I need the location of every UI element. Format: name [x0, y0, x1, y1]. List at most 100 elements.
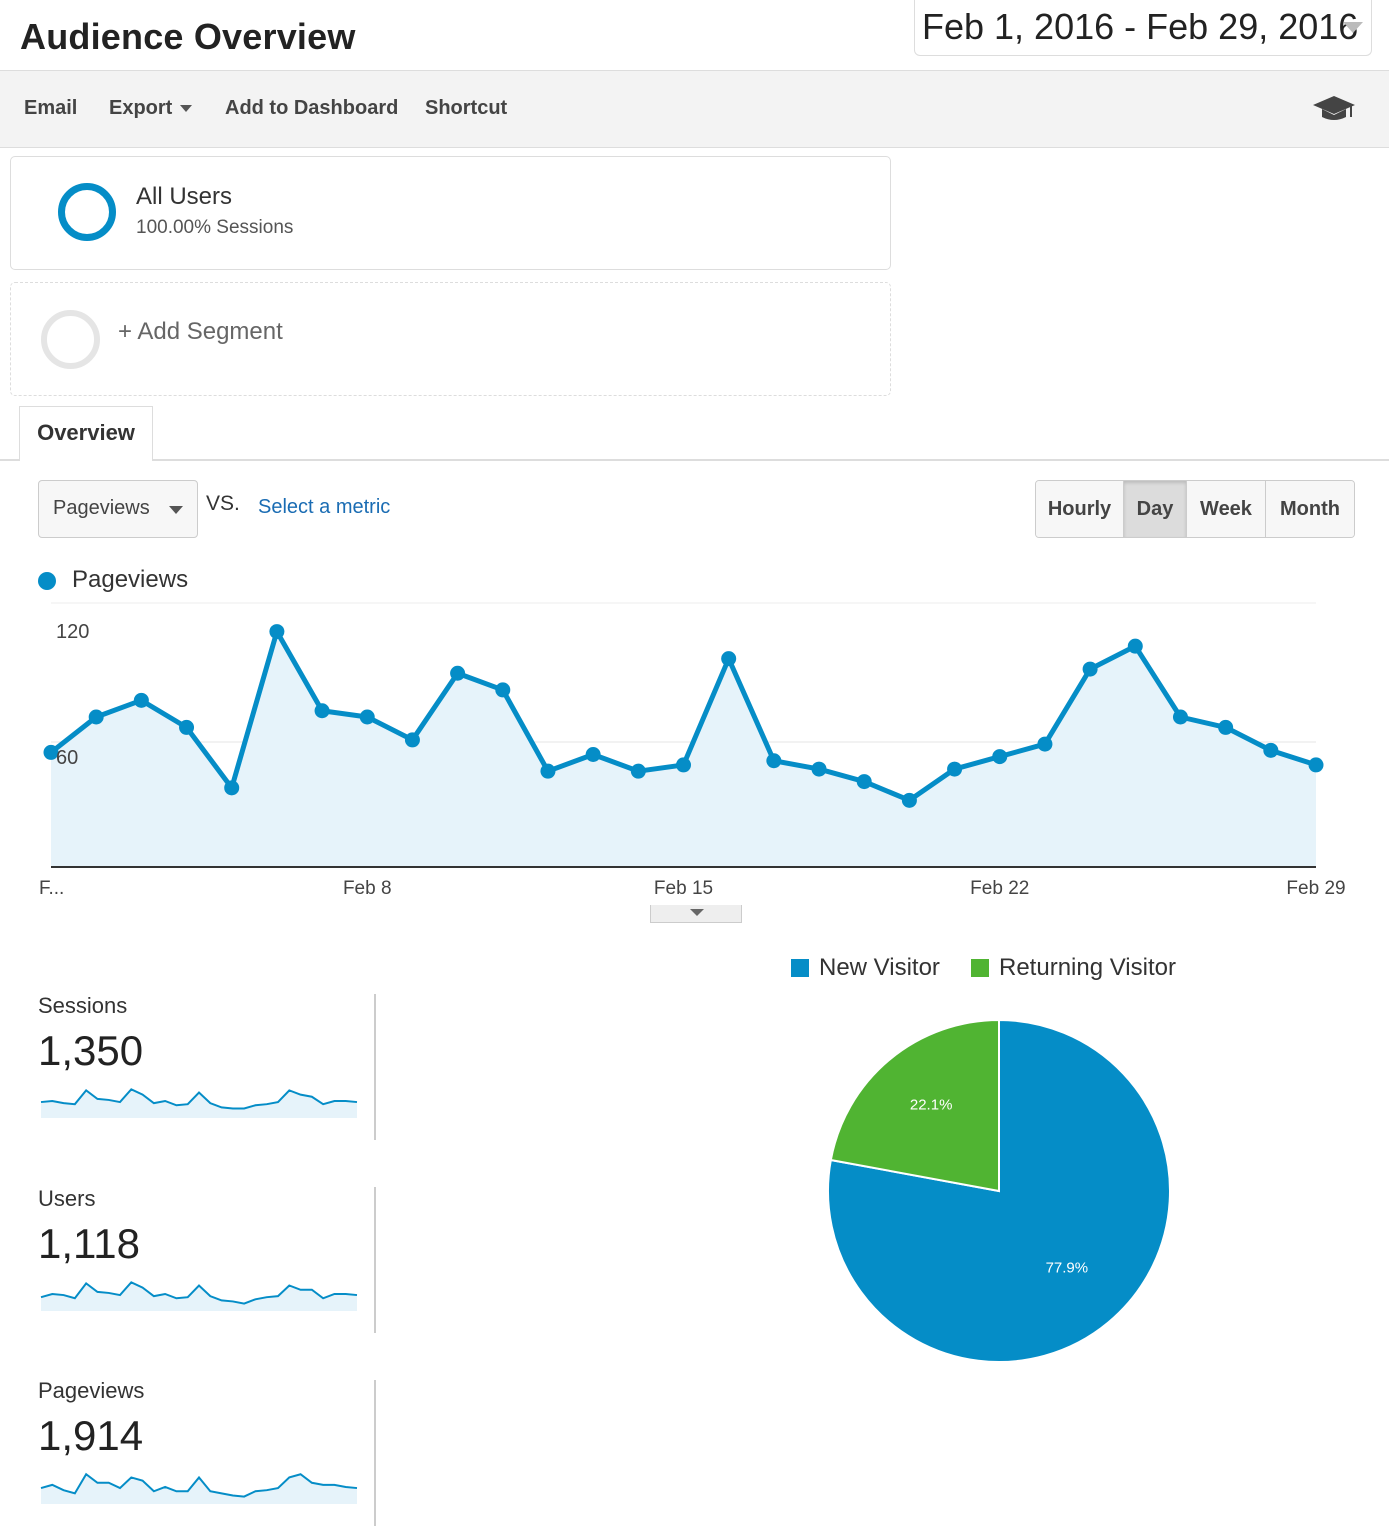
email-button[interactable]: Email [24, 97, 78, 119]
shortcut-button[interactable]: Shortcut [425, 97, 508, 119]
data-point [1037, 736, 1053, 752]
page-title: Audience Overview [20, 16, 356, 57]
metric-name: Users [38, 1186, 96, 1211]
metric-select[interactable]: Pageviews [38, 480, 198, 538]
x-tick-label: Feb 15 [654, 878, 713, 899]
data-point [1218, 719, 1234, 735]
add-segment-label: + Add Segment [118, 318, 283, 345]
graduation-cap-icon[interactable] [1312, 93, 1356, 123]
data-point [676, 757, 691, 773]
visitor-type-pie-chart: 77.9% 22.1% [827, 1018, 1171, 1363]
period-hourly-button[interactable]: Hourly [1036, 481, 1124, 537]
export-button[interactable]: Export [109, 97, 193, 120]
data-point [540, 763, 556, 779]
legend-swatch-returning-visitor [971, 959, 989, 977]
report-toolbar: Email Export Add to Dashboard Shortcut [0, 70, 1389, 148]
segment-name: All Users [136, 183, 233, 210]
pie-value-label: 22.1% [910, 1097, 953, 1114]
data-point [856, 774, 872, 790]
chevron-down-icon [180, 105, 193, 113]
pie-slice-returning-visitor [829, 1018, 1000, 1193]
data-point [269, 624, 285, 640]
metric-divider [374, 994, 376, 1140]
sparkline-line [40, 1088, 358, 1110]
sessions-sparkline [40, 1088, 358, 1118]
data-point [766, 753, 782, 769]
segment-all-users[interactable]: All Users 100.00% Sessions [10, 156, 891, 270]
data-point [1127, 638, 1143, 654]
metric-value: 1,118 [38, 1220, 140, 1267]
data-point [1263, 742, 1279, 758]
legend-label-returning-visitor: Returning Visitor [999, 954, 1176, 981]
sparkline-area [41, 1089, 357, 1118]
x-tick-label: Feb 29 [1286, 878, 1345, 899]
data-point [179, 719, 195, 735]
metric-divider [374, 1187, 376, 1333]
pageviews-line-chart: 120 60 F... Feb 8 Feb 15 Feb 22 Feb 29 [39, 602, 1346, 899]
legend-dot-pageviews [38, 572, 56, 590]
collapse-chart-toggle[interactable] [650, 905, 742, 923]
data-point [43, 744, 59, 760]
sparkline-area [41, 1474, 357, 1504]
legend-label-pageviews: Pageviews [72, 566, 189, 593]
data-point [1172, 709, 1188, 725]
y-tick-label: 120 [56, 621, 89, 643]
pie-value-label: 77.9% [1046, 1259, 1089, 1276]
pie-slice-new-visitor [827, 1018, 1171, 1363]
vs-label: VS. [206, 492, 240, 515]
metric-value: 1,350 [38, 1027, 144, 1074]
period-day-button[interactable]: Day [1124, 481, 1187, 537]
y-tick-label: 60 [56, 747, 78, 769]
pageviews-sparkline [40, 1472, 358, 1504]
period-week-button[interactable]: Week [1187, 481, 1266, 537]
data-point [450, 665, 466, 681]
sparkline-line [40, 1281, 358, 1305]
date-range-picker[interactable]: Feb 1, 2016 - Feb 29, 2016 [914, 0, 1372, 56]
data-point [811, 761, 827, 777]
empty-segment-ring-icon [41, 310, 100, 369]
tab-overview[interactable]: Overview [19, 406, 153, 461]
select-metric-link[interactable]: Select a metric [258, 496, 391, 518]
metric-divider [374, 1380, 376, 1526]
chevron-down-icon [1343, 22, 1363, 33]
series-area-pageviews [51, 631, 1316, 867]
metric-select-value: Pageviews [53, 497, 150, 519]
users-sparkline [40, 1281, 358, 1311]
legend-swatch-new-visitor [791, 959, 809, 977]
tab-divider [0, 459, 1389, 461]
period-month-button[interactable]: Month [1266, 481, 1354, 537]
data-point [901, 792, 917, 808]
metric-users: Users 1,118 [38, 1186, 378, 1268]
sparkline-area [41, 1282, 357, 1311]
data-point [133, 692, 149, 708]
data-point [224, 780, 240, 796]
metric-name: Pageviews [38, 1378, 145, 1403]
date-range-label: Feb 1, 2016 - Feb 29, 2016 [922, 6, 1359, 47]
data-point [947, 761, 963, 777]
add-segment-box[interactable]: + Add Segment [10, 282, 891, 396]
sparkline-line [40, 1472, 358, 1498]
segment-detail: 100.00% Sessions [136, 217, 294, 238]
add-to-dashboard-button[interactable]: Add to Dashboard [225, 97, 399, 119]
data-point [1308, 757, 1324, 773]
metric-pageviews: Pageviews 1,914 [38, 1378, 378, 1460]
legend-label-new-visitor: New Visitor [819, 954, 940, 981]
data-point [630, 763, 646, 779]
segment-ring-icon [58, 183, 116, 241]
data-point [992, 749, 1008, 765]
chevron-down-icon [690, 909, 704, 916]
x-tick-label: Feb 22 [970, 878, 1029, 899]
metric-value: 1,914 [38, 1412, 144, 1459]
export-label: Export [109, 97, 173, 119]
data-point [314, 703, 330, 719]
data-point [88, 709, 104, 725]
data-point [359, 709, 375, 725]
x-tick-label: Feb 8 [343, 878, 392, 899]
data-point [495, 682, 511, 698]
metric-name: Sessions [38, 993, 128, 1018]
data-point [404, 732, 420, 748]
x-tick-label: F... [39, 878, 64, 899]
chevron-down-icon [169, 506, 183, 514]
data-point [585, 747, 601, 762]
period-toggle-group: Hourly Day Week Month [1035, 480, 1355, 538]
